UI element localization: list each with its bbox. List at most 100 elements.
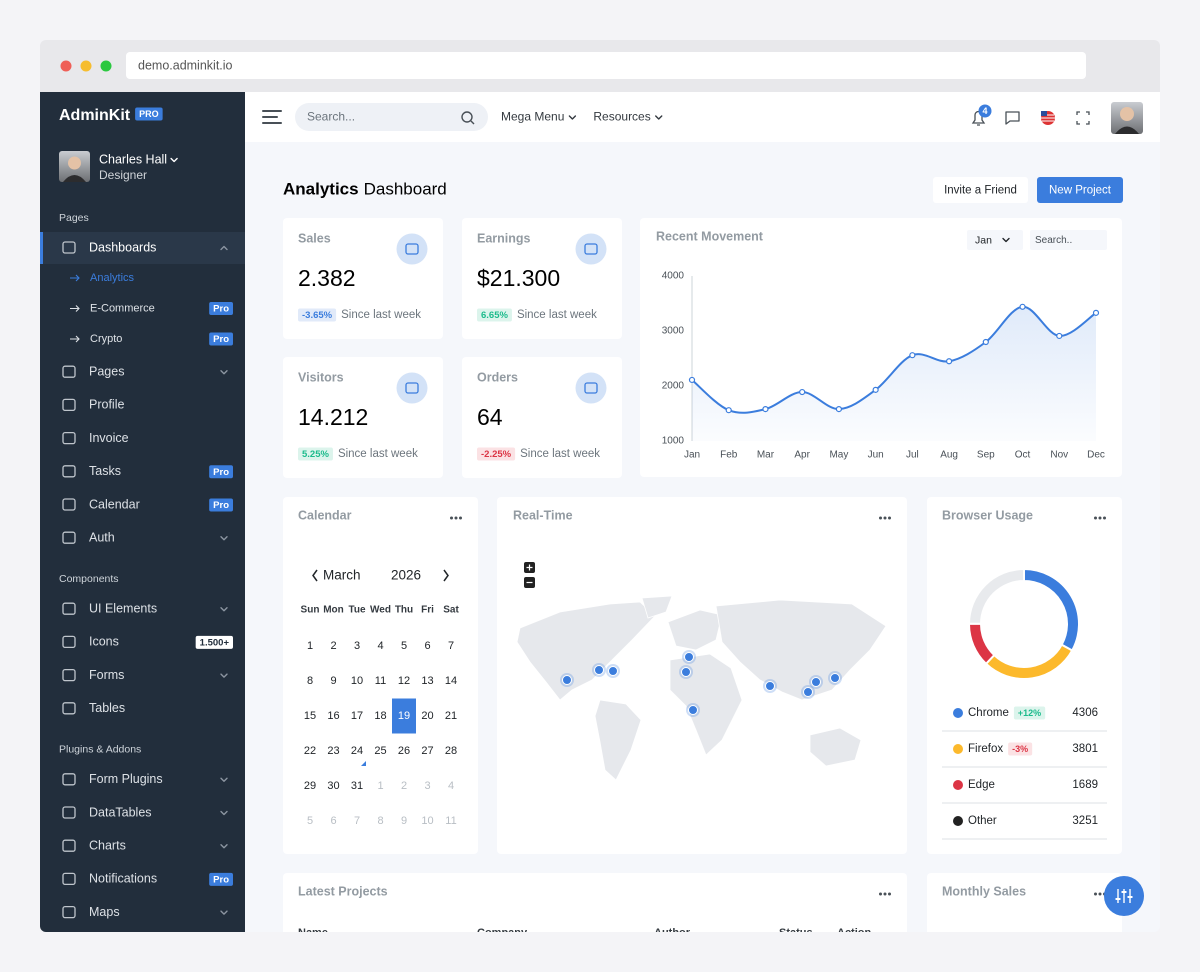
map-region <box>809 727 862 767</box>
calendar-day[interactable]: 20 <box>421 710 433 722</box>
calendar-day[interactable]: 3 <box>354 640 360 652</box>
nav-subitem[interactable]: Analytics <box>90 272 135 284</box>
calendar-day[interactable]: 30 <box>327 780 339 792</box>
calendar-day[interactable]: 4 <box>448 780 454 792</box>
legend-dot <box>953 744 963 754</box>
search-input[interactable] <box>295 103 488 131</box>
chat-icon[interactable] <box>1005 111 1020 125</box>
nav-item[interactable]: Auth <box>89 530 115 544</box>
calendar-day[interactable]: 26 <box>398 745 410 757</box>
button-label[interactable]: New Project <box>1049 185 1112 197</box>
calendar-day[interactable]: 25 <box>374 745 386 757</box>
nav-subitem[interactable]: Crypto <box>90 333 122 345</box>
calendar-day[interactable]: 8 <box>377 815 383 827</box>
calendar-day[interactable]: 5 <box>307 815 313 827</box>
nav-item[interactable]: Icons <box>89 635 119 649</box>
badge: PRO <box>139 109 159 119</box>
top-menu[interactable]: Resources <box>593 110 650 124</box>
button-new-project[interactable] <box>1037 177 1123 203</box>
calendar-day[interactable]: 2 <box>330 640 336 652</box>
nav-item[interactable]: Tables <box>89 701 125 715</box>
nav-item[interactable]: Profile <box>89 398 124 412</box>
calendar-day[interactable]: 11 <box>445 815 456 827</box>
badge: -3.65% <box>302 310 333 321</box>
nav-item[interactable]: Calendar <box>89 497 140 511</box>
nav-item[interactable]: Notifications <box>89 872 157 886</box>
nav-item[interactable]: Invoice <box>89 431 129 445</box>
calendar-day[interactable]: 11 <box>375 675 386 687</box>
map-marker[interactable] <box>684 652 694 662</box>
map-marker[interactable] <box>608 666 618 676</box>
map-marker[interactable] <box>803 687 813 697</box>
button-label[interactable]: Invite a Friend <box>944 185 1017 197</box>
calendar-day[interactable]: 1 <box>307 640 313 652</box>
calendar-day[interactable]: 2 <box>401 780 407 792</box>
calendar-day[interactable]: 31 <box>351 780 363 792</box>
filter-select[interactable] <box>967 230 1023 250</box>
calendar-day[interactable]: 7 <box>448 640 454 652</box>
chevron-icon <box>220 844 228 849</box>
calendar-day[interactable]: 28 <box>445 745 457 757</box>
top-menu[interactable]: Mega Menu <box>501 110 564 124</box>
nav-item[interactable]: Maps <box>89 905 120 919</box>
calendar-day[interactable]: 8 <box>307 675 313 687</box>
calendar-day[interactable]: 10 <box>351 675 363 687</box>
nav-subitem[interactable]: E-Commerce <box>90 302 155 314</box>
chart-search[interactable] <box>1030 230 1107 250</box>
nav-item[interactable]: Pages <box>89 364 124 378</box>
calendar-day[interactable]: 3 <box>424 780 430 792</box>
calendar-day[interactable]: 29 <box>304 780 316 792</box>
calendar-day[interactable]: 1 <box>377 780 383 792</box>
calendar-day[interactable]: 16 <box>327 710 339 722</box>
calendar-day[interactable]: 10 <box>421 815 433 827</box>
map-marker[interactable] <box>681 667 691 677</box>
map-marker[interactable] <box>594 665 604 675</box>
filter-value[interactable]: Jan <box>975 234 992 246</box>
calendar-day[interactable]: 15 <box>304 710 316 722</box>
window-control[interactable] <box>60 60 72 72</box>
url-bar[interactable] <box>126 52 1086 79</box>
stat-icon-bg <box>575 233 607 265</box>
map-marker[interactable] <box>811 677 821 687</box>
calendar-day[interactable]: 27 <box>421 745 433 757</box>
user-name[interactable]: Charles Hall <box>99 152 167 166</box>
map-marker[interactable] <box>765 681 775 691</box>
calendar-day[interactable]: 4 <box>377 640 383 652</box>
calendar-day[interactable]: 6 <box>330 815 336 827</box>
calendar-day[interactable]: 9 <box>330 675 336 687</box>
calendar-day[interactable]: 6 <box>424 640 430 652</box>
calendar-day[interactable]: 12 <box>398 675 410 687</box>
calendar-day[interactable]: 7 <box>354 815 360 827</box>
window-control[interactable] <box>100 60 112 72</box>
x-tick-label: Mar <box>757 450 775 461</box>
calendar-day[interactable]: 21 <box>445 710 457 722</box>
calendar-day[interactable]: 13 <box>421 675 433 687</box>
map-marker[interactable] <box>830 673 840 683</box>
calendar-day[interactable]: 17 <box>351 710 363 722</box>
calendar-day[interactable]: 23 <box>327 745 339 757</box>
nav-item[interactable]: Dashboards <box>89 240 156 254</box>
calendar-day[interactable]: 14 <box>445 675 457 687</box>
calendar-day[interactable]: 5 <box>401 640 407 652</box>
map-marker[interactable] <box>562 675 572 685</box>
prev-month[interactable] <box>312 569 318 582</box>
next-month[interactable] <box>443 569 449 582</box>
fullscreen-icon[interactable] <box>1076 111 1090 125</box>
nav-item[interactable]: Tasks <box>89 464 121 478</box>
button-invite[interactable] <box>933 177 1028 203</box>
calendar-day[interactable]: 18 <box>374 710 386 722</box>
nav-item[interactable]: Charts <box>89 838 126 852</box>
calendar-day[interactable]: 24 <box>351 745 363 757</box>
nav-item[interactable]: Forms <box>89 668 124 682</box>
weekday: Sun <box>301 605 320 616</box>
window-control[interactable] <box>80 60 92 72</box>
calendar-day[interactable]: 22 <box>304 745 316 757</box>
nav-item[interactable]: Form Plugins <box>89 772 163 786</box>
calendar-day[interactable]: 19 <box>398 710 410 722</box>
chevron-icon <box>220 810 228 816</box>
nav-item[interactable]: DataTables <box>89 805 152 819</box>
nav-item[interactable]: UI Elements <box>89 601 157 615</box>
calendar-day[interactable]: 9 <box>401 815 407 827</box>
map-marker[interactable] <box>688 705 698 715</box>
